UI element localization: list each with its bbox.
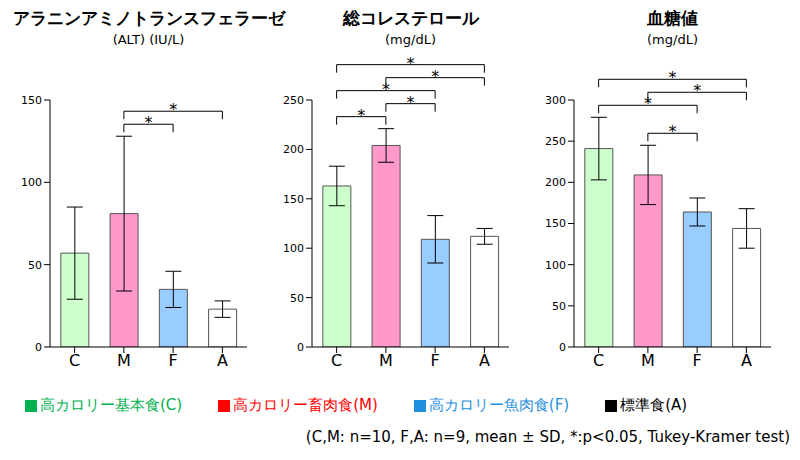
svg-text:C: C xyxy=(593,351,604,370)
svg-text:0: 0 xyxy=(35,341,42,354)
svg-text:0: 0 xyxy=(297,341,304,354)
html-text:高カロリー畜肉食(M): 高カロリー畜肉食(M) xyxy=(233,396,378,414)
svg-text:*: * xyxy=(407,93,415,112)
svg-text:150: 150 xyxy=(21,94,42,107)
svg-text:0: 0 xyxy=(559,341,566,354)
svg-text:M: M xyxy=(641,351,655,370)
svg-text:A: A xyxy=(741,351,752,370)
svg-text:300: 300 xyxy=(545,94,566,107)
svg-text:*: * xyxy=(669,68,677,87)
html-text:(mg/dL): (mg/dL) xyxy=(385,32,436,47)
svg-text:F: F xyxy=(169,351,178,370)
html-text:高カロリー基本食(C): 高カロリー基本食(C) xyxy=(40,396,183,414)
svg-text:M: M xyxy=(117,351,131,370)
html-text:血糖値: 血糖値 xyxy=(647,8,698,28)
svg-text:C: C xyxy=(331,351,342,370)
svg-text:100: 100 xyxy=(545,259,566,272)
svg-text:*: * xyxy=(357,106,365,125)
svg-text:F: F xyxy=(693,351,702,370)
svg-text:*: * xyxy=(407,54,415,73)
svg-text:100: 100 xyxy=(283,242,304,255)
svg-text:100: 100 xyxy=(21,176,42,189)
svg-text:A: A xyxy=(479,351,490,370)
html-text:(mg/dL): (mg/dL) xyxy=(647,32,698,47)
svg-text:50: 50 xyxy=(552,300,566,313)
svg-text:*: * xyxy=(145,113,153,132)
html-text:アラニンアミノトランスフェラーゼ: アラニンアミノトランスフェラーゼ xyxy=(12,8,285,28)
svg-text:*: * xyxy=(644,94,652,113)
html-text:標準食(A): 標準食(A) xyxy=(620,396,688,414)
html-text:総コレステロール: 総コレステロール xyxy=(342,8,479,28)
svg-text:50: 50 xyxy=(28,259,42,272)
svg-text:200: 200 xyxy=(283,143,304,156)
html-text:(ALT) (IU/L): (ALT) (IU/L) xyxy=(112,32,185,47)
svg-text:200: 200 xyxy=(545,176,566,189)
svg-text:C: C xyxy=(69,351,80,370)
svg-text:50: 50 xyxy=(290,292,304,305)
svg-text:F: F xyxy=(431,351,440,370)
svg-text:M: M xyxy=(379,351,393,370)
svg-text:A: A xyxy=(217,351,228,370)
html-text:高カロリー魚肉食(F): 高カロリー魚肉食(F) xyxy=(428,396,570,414)
svg-text:150: 150 xyxy=(283,193,304,206)
svg-text:*: * xyxy=(169,100,177,119)
svg-text:*: * xyxy=(431,67,439,86)
svg-text:150: 150 xyxy=(545,217,566,230)
svg-text:*: * xyxy=(382,80,390,99)
svg-text:*: * xyxy=(669,122,677,141)
svg-text:250: 250 xyxy=(545,135,566,148)
svg-text:*: * xyxy=(693,81,701,100)
svg-text:250: 250 xyxy=(283,94,304,107)
html-text:(C,M: n=10, F,A: n=9, mean ± S: (C,M: n=10, F,A: n=9, mean ± SD, *:p<0.0… xyxy=(305,428,790,446)
